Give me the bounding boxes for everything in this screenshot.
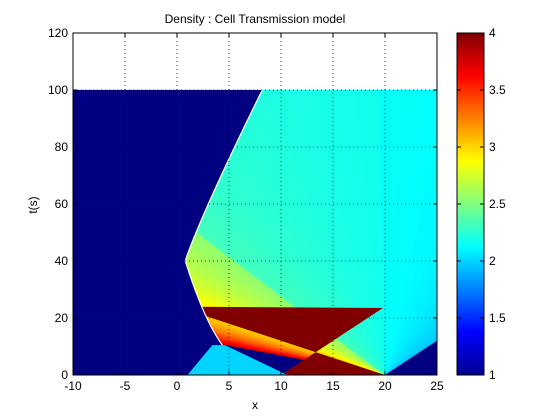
colorbar-tick-label: 3.5 bbox=[489, 83, 506, 97]
colorbar-tick-label: 4 bbox=[489, 26, 496, 40]
colorbar-tick-label: 1 bbox=[489, 368, 496, 382]
colorbar-tick-label: 1.5 bbox=[489, 311, 506, 325]
x-tick-label: 5 bbox=[226, 379, 233, 393]
x-tick-label: 0 bbox=[174, 379, 181, 393]
y-tick-label: 40 bbox=[55, 254, 69, 268]
region-right-low bbox=[385, 340, 437, 375]
region-high-density bbox=[177, 306, 385, 375]
colorbar-tick-label: 3 bbox=[489, 140, 496, 154]
y-tick-label: 0 bbox=[61, 368, 68, 382]
y-tick-label: 80 bbox=[55, 140, 69, 154]
region-wedge bbox=[187, 345, 288, 375]
x-tick-label: -10 bbox=[64, 379, 82, 393]
chart-title: Density : Cell Transmission model bbox=[165, 12, 346, 26]
y-tick-label: 20 bbox=[55, 311, 69, 325]
colorbar-tick-label: 2 bbox=[489, 254, 496, 268]
y-tick-label: 60 bbox=[55, 197, 69, 211]
grid-lines bbox=[73, 33, 437, 375]
colorbar-ticks: 1 1.5 2 2.5 3 3.5 4 bbox=[457, 26, 506, 382]
y-tick-label: 120 bbox=[48, 26, 68, 40]
y-axis-label: t(s) bbox=[26, 196, 40, 213]
x-tick-label: 10 bbox=[274, 379, 288, 393]
x-tick-label: 25 bbox=[430, 379, 444, 393]
x-tick-label: -5 bbox=[120, 379, 131, 393]
x-axis-label: x bbox=[252, 398, 258, 412]
x-tick-label: 20 bbox=[378, 379, 392, 393]
colorbar-tick-label: 2.5 bbox=[489, 197, 506, 211]
colorbar bbox=[456, 32, 485, 376]
x-tick-label: 15 bbox=[326, 379, 340, 393]
shock-line bbox=[184, 89, 263, 346]
y-tick-label: 100 bbox=[48, 83, 68, 97]
axis-ticks: -10 -5 0 5 10 15 20 25 0 20 40 60 80 100 120 bbox=[48, 26, 444, 393]
